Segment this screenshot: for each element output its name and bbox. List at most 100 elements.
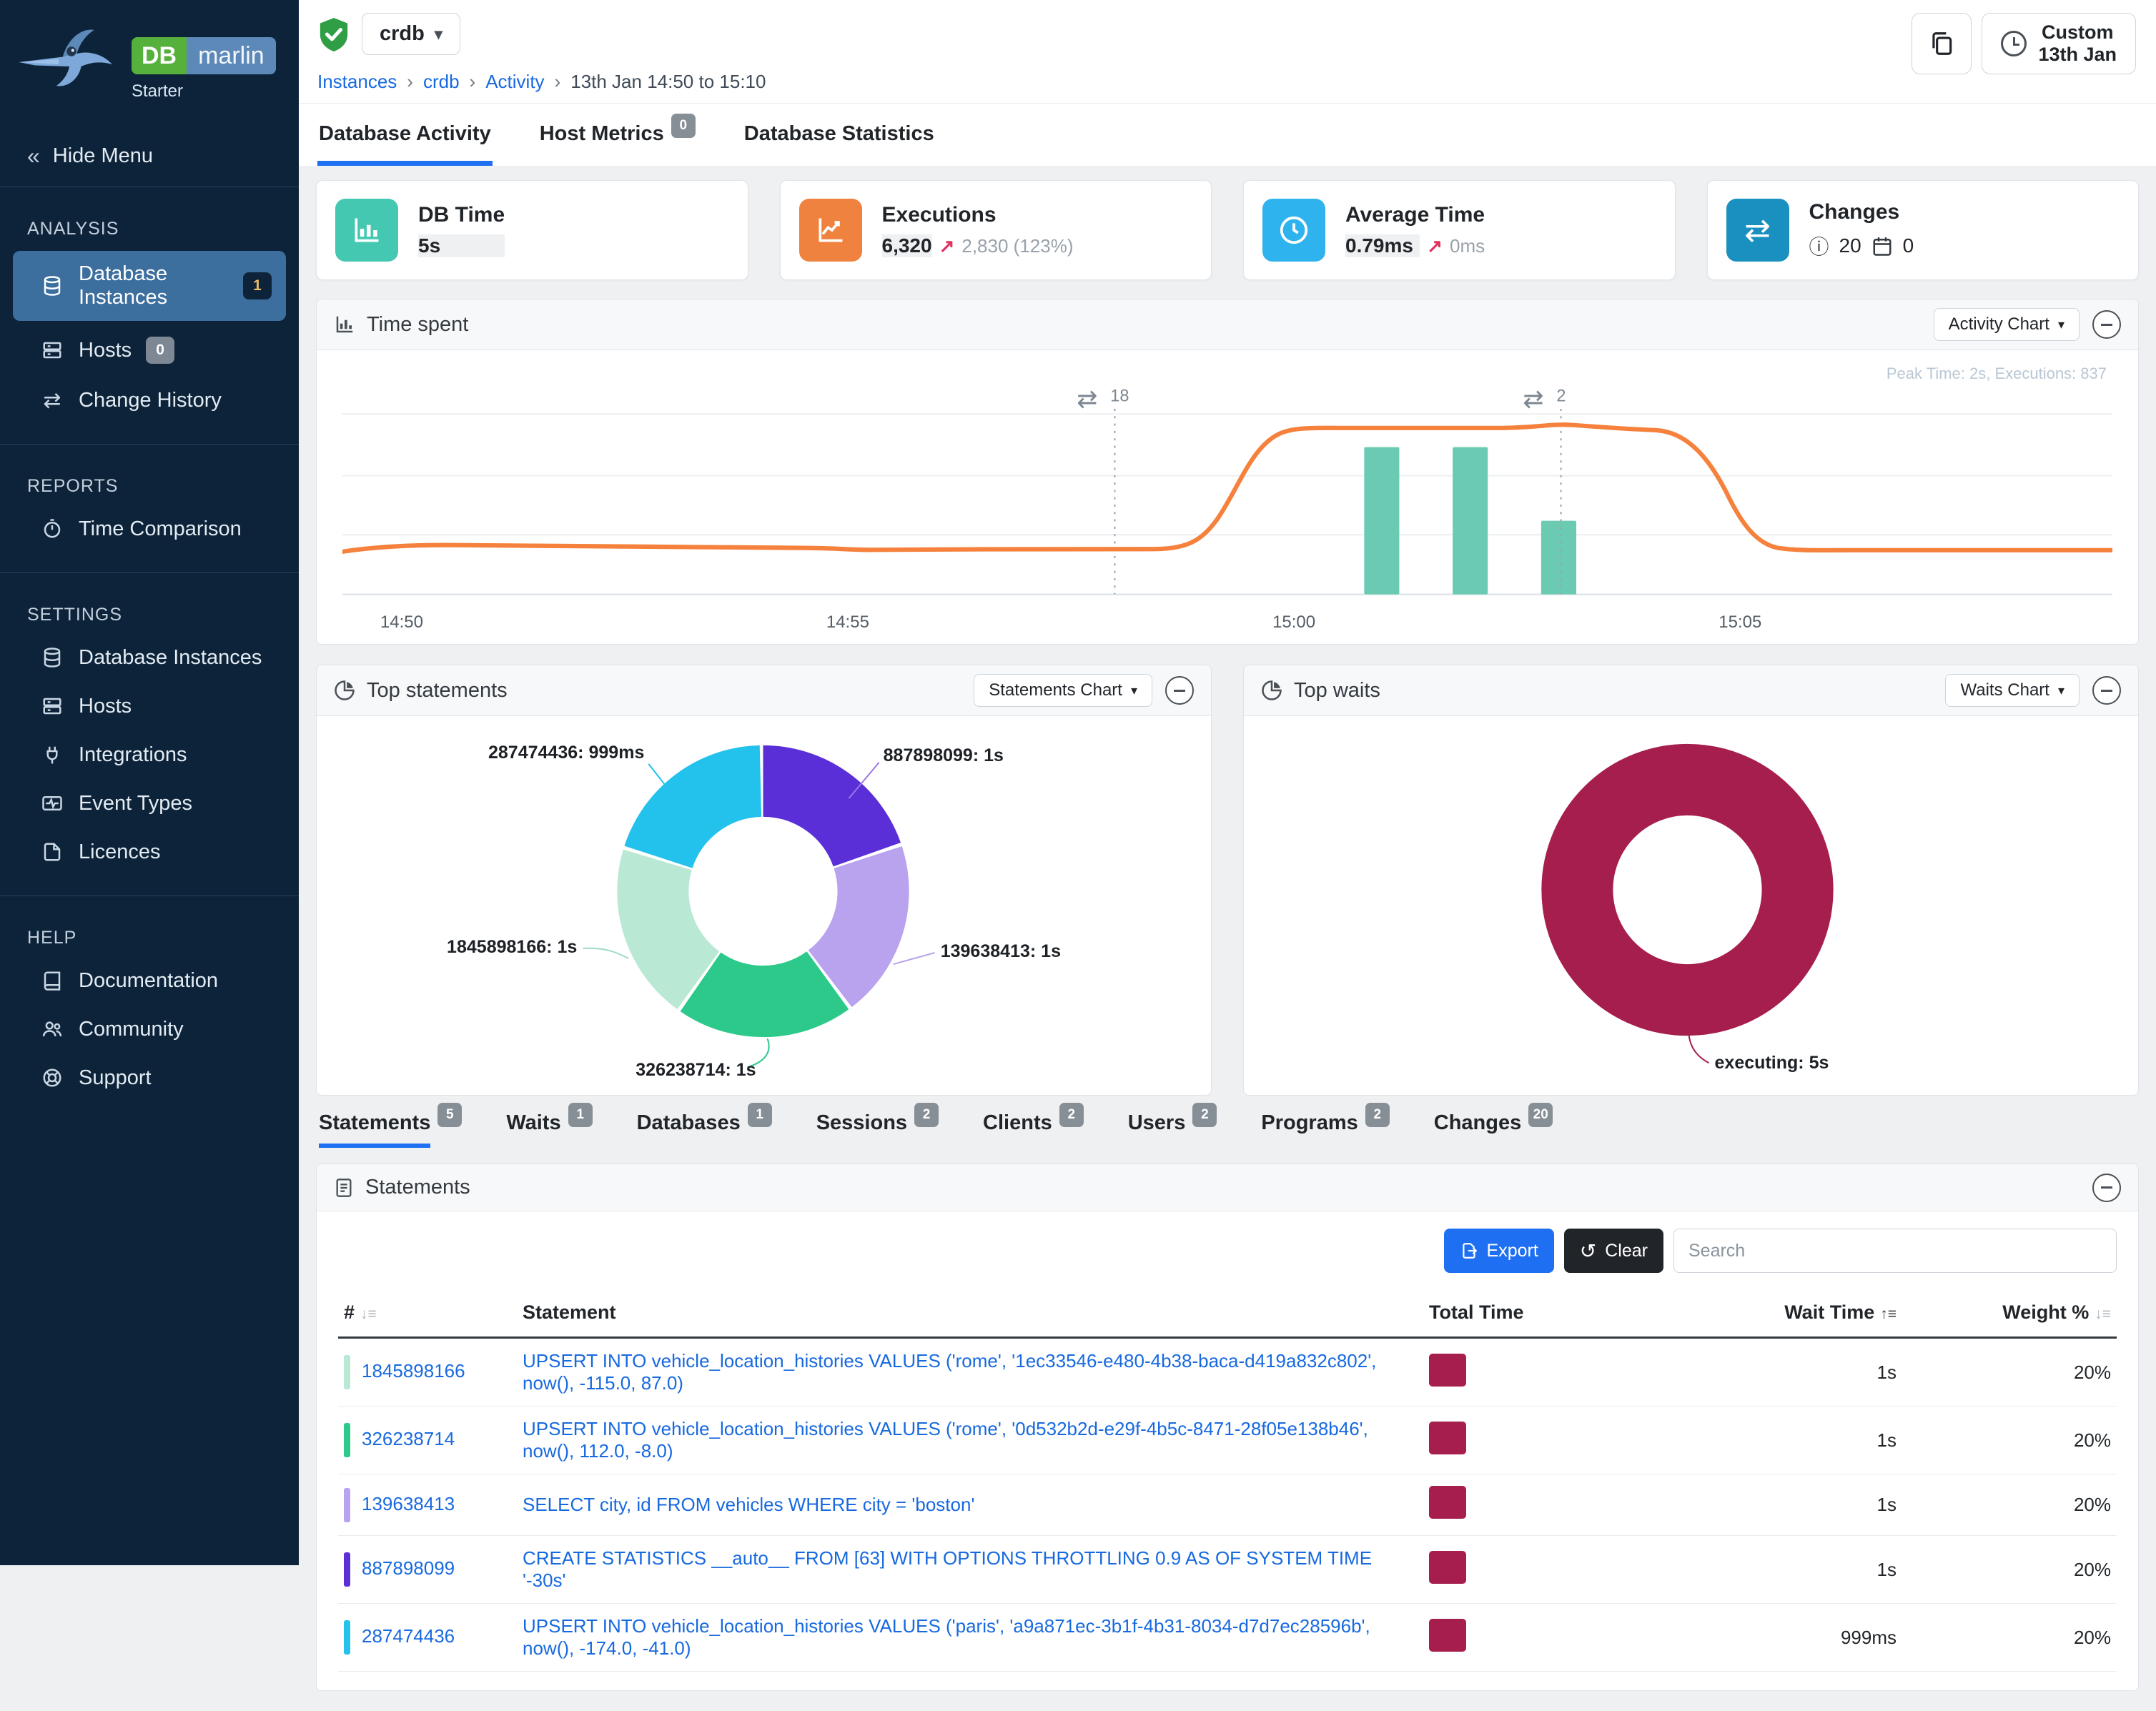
- chevron-down-icon: ▾: [2057, 683, 2064, 698]
- tab-databases[interactable]: Databases 1: [637, 1103, 772, 1148]
- column-header-total-time[interactable]: Total Time: [1423, 1294, 1659, 1339]
- collapse-panel-button[interactable]: [2092, 676, 2121, 705]
- tab-host-metrics[interactable]: Host Metrics 0: [538, 104, 697, 166]
- waits-donut-chart[interactable]: executing: 5s: [1244, 716, 2138, 1095]
- section-title-reports: REPORTS: [27, 476, 119, 496]
- statement-list-icon: [336, 1178, 352, 1197]
- copy-link-button[interactable]: [1912, 13, 1972, 74]
- lifering-icon: [40, 1066, 64, 1090]
- table-row: 1845898166 UPSERT INTO vehicle_location_…: [338, 1337, 2117, 1407]
- activity-chart-selector[interactable]: Activity Chart ▾: [1933, 308, 2080, 341]
- card-executions: Executions 6,320 ↗ 2,830 (123%): [779, 180, 1212, 280]
- detail-tabs: Statements 5 Waits 1 Databases 1 Sessions 2 …: [316, 1103, 2139, 1149]
- statement-link[interactable]: CREATE STATISTICS __auto__ FROM [63] WIT…: [523, 1547, 1373, 1591]
- slice-label-326238714: 326238714: 1s: [636, 1060, 756, 1080]
- tab-waits[interactable]: Waits 1: [506, 1103, 593, 1148]
- hide-menu-button[interactable]: « Hide Menu: [27, 143, 154, 169]
- donut-slice-executing[interactable]: [1541, 743, 1834, 1036]
- executions-bar[interactable]: [1364, 447, 1400, 595]
- tab-clients[interactable]: Clients 2: [983, 1103, 1084, 1148]
- waits-chart-selector[interactable]: Waits Chart ▾: [1945, 674, 2080, 707]
- pie-chart-icon: [1262, 680, 1282, 700]
- statement-id-link[interactable]: 326238714: [362, 1427, 455, 1449]
- panel-title: Statements: [365, 1176, 470, 1199]
- sidebar-item-licences[interactable]: Licences: [13, 828, 286, 876]
- sidebar-item-support[interactable]: Support: [13, 1054, 286, 1101]
- tab-database-activity[interactable]: Database Activity: [317, 104, 493, 166]
- breadcrumb-current: 13th Jan 14:50 to 15:10: [570, 71, 766, 92]
- statements-table: # ↓≡ Statement Total Time Wait Time ↑≡ Wei…: [338, 1294, 2117, 1672]
- column-header-statement[interactable]: Statement: [517, 1294, 1423, 1339]
- table-row: 139638413 SELECT city, id FROM vehicles …: [338, 1474, 2117, 1536]
- collapse-panel-button[interactable]: [1165, 676, 1194, 705]
- collapse-panel-button[interactable]: [2092, 310, 2121, 339]
- count-badge: 2: [1365, 1103, 1390, 1127]
- export-button[interactable]: Export: [1443, 1229, 1554, 1273]
- label-leader-line: [893, 952, 935, 966]
- statements-donut-chart[interactable]: 287474436: 999ms 887898099: 1s 139638413…: [317, 716, 1211, 1095]
- change-annotation-count: 2: [1556, 387, 1566, 406]
- donut-slice-139638413[interactable]: [617, 745, 909, 1038]
- sidebar: DB marlin Starter « Hide Menu ANALYSIS D…: [0, 0, 299, 1565]
- series-color-chip: [344, 1487, 350, 1522]
- statement-link[interactable]: UPSERT INTO vehicle_location_histories V…: [523, 1350, 1377, 1394]
- topbar: crdb ▾ Instances › crdb › Activity › 13th J…: [299, 0, 2156, 104]
- clear-button[interactable]: ↺ Clear: [1563, 1229, 1663, 1273]
- sidebar-item-documentation[interactable]: Documentation: [13, 957, 286, 1004]
- tab-database-statistics[interactable]: Database Statistics: [743, 122, 934, 145]
- tab-changes[interactable]: Changes 20: [1434, 1103, 1553, 1148]
- statement-id-link[interactable]: 139638413: [362, 1492, 455, 1514]
- statement-id-link[interactable]: 1845898166: [362, 1359, 465, 1382]
- chevrons-left-icon: «: [27, 143, 40, 169]
- instance-selector[interactable]: crdb ▾: [362, 13, 460, 55]
- tab-users[interactable]: Users 2: [1128, 1103, 1217, 1148]
- export-icon: [1462, 1243, 1477, 1259]
- donut-slice-326238714[interactable]: [617, 745, 909, 1038]
- sidebar-item-database-instances[interactable]: Database Instances 1: [13, 251, 286, 321]
- executions-bar[interactable]: [1453, 447, 1488, 595]
- sidebar-item-settings-database-instances[interactable]: Database Instances: [13, 634, 286, 681]
- chevron-down-icon: ▾: [1130, 683, 1137, 698]
- sidebar-item-integrations[interactable]: Integrations: [13, 731, 286, 778]
- sidebar-item-change-history[interactable]: ⇄ Change History: [13, 377, 286, 424]
- column-header-id[interactable]: # ↓≡: [338, 1294, 517, 1339]
- wait-time-value: 1s: [1659, 1337, 1902, 1407]
- sidebar-item-settings-hosts[interactable]: Hosts: [13, 683, 286, 730]
- tab-statements[interactable]: Statements 5: [319, 1103, 463, 1148]
- sidebar-item-time-comparison[interactable]: Time Comparison: [13, 505, 286, 552]
- breadcrumb-activity[interactable]: Activity: [485, 71, 545, 92]
- search-input[interactable]: [1673, 1229, 2117, 1273]
- statements-chart-selector[interactable]: Statements Chart ▾: [974, 674, 1152, 707]
- tab-programs[interactable]: Programs 2: [1261, 1103, 1390, 1148]
- sidebar-item-event-types[interactable]: Event Types: [13, 780, 286, 827]
- statement-link[interactable]: UPSERT INTO vehicle_location_histories V…: [523, 1615, 1370, 1659]
- app-root: DB marlin Starter « Hide Menu ANALYSIS D…: [0, 0, 2156, 1565]
- breadcrumb-crdb[interactable]: crdb: [422, 71, 460, 92]
- tab-sessions[interactable]: Sessions 2: [816, 1103, 939, 1148]
- activity-line-chart[interactable]: ⇄ 18 ⇄ 2: [340, 360, 2115, 603]
- sidebar-item-hosts[interactable]: Hosts 0: [13, 325, 286, 375]
- weight-value: 20%: [1902, 1406, 2117, 1474]
- time-spent-line[interactable]: [340, 422, 2115, 554]
- sidebar-item-community[interactable]: Community: [13, 1006, 286, 1053]
- weight-value: 20%: [1902, 1337, 2117, 1407]
- statement-link[interactable]: UPSERT INTO vehicle_location_histories V…: [523, 1418, 1368, 1462]
- table-row: 287474436 UPSERT INTO vehicle_location_h…: [338, 1603, 2117, 1672]
- count-badge: 2: [1192, 1103, 1217, 1127]
- breadcrumb-instances[interactable]: Instances: [317, 71, 397, 92]
- donut-slice-1845898166[interactable]: [617, 745, 909, 1038]
- executions-bar[interactable]: [1541, 520, 1577, 595]
- statement-id-link[interactable]: 887898099: [362, 1557, 455, 1579]
- total-time-bar: [1429, 1486, 1466, 1519]
- table-row: 887898099 CREATE STATISTICS __auto__ FRO…: [338, 1535, 2117, 1604]
- collapse-panel-button[interactable]: [2092, 1173, 2121, 1202]
- calendar-icon: [1873, 237, 1892, 256]
- server-icon: [40, 338, 64, 362]
- statement-link[interactable]: SELECT city, id FROM vehicles WHERE city…: [523, 1494, 975, 1515]
- sidebar-section-analysis: ANALYSIS Database Instances 1 Hosts 0 ⇄ …: [0, 187, 299, 445]
- column-header-weight[interactable]: Weight % ↓≡: [1902, 1294, 2117, 1339]
- column-header-wait-time[interactable]: Wait Time ↑≡: [1659, 1294, 1902, 1339]
- total-time-bar: [1429, 1618, 1466, 1652]
- time-range-button[interactable]: Custom 13th Jan: [1982, 13, 2136, 74]
- statement-id-link[interactable]: 287474436: [362, 1625, 455, 1647]
